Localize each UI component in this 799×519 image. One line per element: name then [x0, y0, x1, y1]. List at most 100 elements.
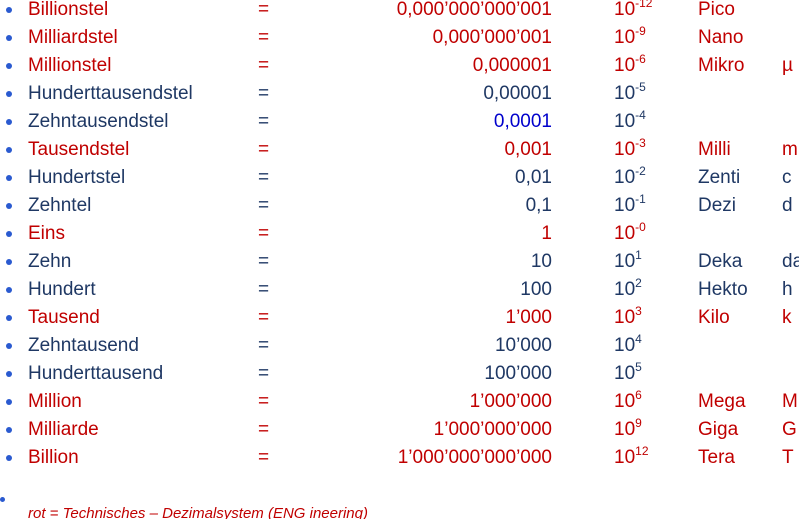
unit-name: Million [28, 391, 82, 412]
exponent: 3 [635, 304, 642, 318]
decimal-value: 10’000 [494, 335, 552, 356]
table-row: Zehntausend = 10’000 104 [0, 332, 799, 360]
power-base: 10 [614, 279, 636, 300]
power-base: 10 [614, 0, 636, 20]
equals-sign: = [258, 419, 270, 440]
table-row: Hunderttausendstel = 0,00001 10-5 [0, 80, 799, 108]
bullet [0, 497, 5, 502]
si-symbol: k [782, 307, 792, 328]
bullet [6, 259, 12, 265]
exponent: -5 [635, 80, 646, 94]
unit-name: Billionstel [28, 0, 109, 20]
unit-name: Hunderttausendstel [28, 83, 193, 104]
bullet [6, 315, 12, 321]
power-of-ten: 109 [614, 416, 642, 444]
equals-sign: = [258, 391, 270, 412]
exponent: -1 [635, 192, 646, 206]
decimal-value: 0,000’000’000’001 [396, 0, 552, 20]
power-of-ten: 10-9 [614, 24, 646, 52]
power-base: 10 [614, 139, 636, 160]
si-symbol: c [782, 167, 792, 188]
equals-sign: = [258, 307, 270, 328]
si-prefix: Deka [698, 251, 743, 272]
si-symbol: M [782, 391, 798, 412]
si-prefix: Mega [698, 391, 746, 412]
table-row: Billion = 1’000’000’000’000 1012 Tera T [0, 444, 799, 472]
power-of-ten: 104 [614, 332, 642, 360]
power-base: 10 [614, 167, 636, 188]
bullet [6, 147, 12, 153]
power-of-ten: 106 [614, 388, 642, 416]
decimal-value: 10 [530, 251, 552, 272]
bullet [6, 63, 12, 69]
power-base: 10 [614, 391, 636, 412]
decimal-value: 1’000 [505, 307, 553, 328]
table-row: Eins = 1 10-0 [0, 220, 799, 248]
decimal-value: 0,000’000’001 [432, 27, 552, 48]
power-of-ten: 10-5 [614, 80, 646, 108]
unit-name: Zehntel [28, 195, 92, 216]
power-of-ten: 101 [614, 248, 642, 276]
footnote: rot = Technisches – Dezimalsystem (ENG i… [0, 497, 799, 519]
decimal-value: 0,000001 [472, 55, 552, 76]
equals-sign: = [258, 27, 270, 48]
equals-sign: = [258, 0, 270, 20]
table-row: Millionstel = 0,000001 10-6 Mikro µ [0, 52, 799, 80]
si-symbol: d [782, 195, 793, 216]
power-of-ten: 105 [614, 360, 642, 388]
power-base: 10 [614, 55, 636, 76]
unit-name: Zehntausendstel [28, 111, 169, 132]
decimal-value: 0,1 [525, 195, 552, 216]
power-of-ten: 10-4 [614, 108, 646, 136]
decimal-value: 0,00001 [483, 83, 552, 104]
decimal-value: 1’000’000’000 [433, 419, 552, 440]
decimal-value: 100’000 [484, 363, 552, 384]
decimal-value: 0,0001 [493, 111, 552, 132]
exponent: -4 [635, 108, 646, 122]
bullet [6, 343, 12, 349]
si-prefix: Tera [698, 447, 735, 468]
exponent: 5 [635, 360, 642, 374]
si-prefix: Milli [698, 139, 731, 160]
table-row: Million = 1’000’000 106 Mega M [0, 388, 799, 416]
exponent: -0 [635, 220, 646, 234]
equals-sign: = [258, 223, 270, 244]
power-of-ten: 10-0 [614, 220, 646, 248]
si-symbol: µ [782, 55, 793, 76]
si-symbol: T [782, 447, 794, 468]
bullet [6, 427, 12, 433]
decimal-value: 0,001 [504, 139, 552, 160]
decimal-value: 0,01 [515, 167, 552, 188]
bullet [6, 175, 12, 181]
table-row: Milliardstel = 0,000’000’001 10-9 Nano [0, 24, 799, 52]
decimal-value: 1’000’000’000’000 [397, 447, 552, 468]
table-row: Tausendstel = 0,001 10-3 Milli m [0, 136, 799, 164]
si-prefix: Hekto [698, 279, 748, 300]
unit-name: Hunderttausend [28, 363, 164, 384]
si-symbol: G [782, 419, 797, 440]
power-of-ten: 1012 [614, 444, 649, 472]
unit-name: Zehn [28, 251, 72, 272]
power-of-ten: 10-6 [614, 52, 646, 80]
decimal-value: 1’000’000 [469, 391, 552, 412]
power-of-ten: 10-1 [614, 192, 646, 220]
si-symbol: da [782, 251, 799, 272]
exponent: -12 [635, 0, 653, 10]
exponent: 1 [635, 248, 642, 262]
equals-sign: = [258, 279, 270, 300]
power-of-ten: 10-12 [614, 0, 652, 24]
table-row: Tausend = 1’000 103 Kilo k [0, 304, 799, 332]
si-prefix: Dezi [698, 195, 737, 216]
unit-name: Tausendstel [28, 139, 130, 160]
bullet [6, 7, 12, 13]
power-base: 10 [614, 223, 636, 244]
equals-sign: = [258, 83, 270, 104]
table-row: Zehntausendstel = 0,0001 10-4 [0, 108, 799, 136]
equals-sign: = [258, 55, 270, 76]
power-base: 10 [614, 363, 636, 384]
exponent: 9 [635, 416, 642, 430]
si-prefix: Zenti [698, 167, 741, 188]
table-row: Hundert = 100 102 Hekto h [0, 276, 799, 304]
si-prefix: Nano [698, 27, 744, 48]
